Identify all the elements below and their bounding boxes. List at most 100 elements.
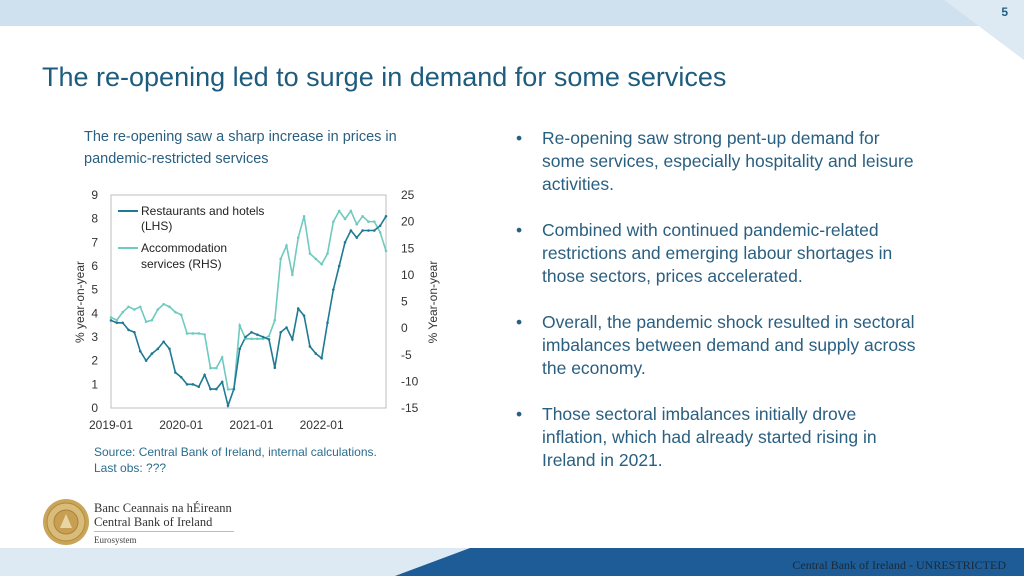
bullet-text: Those sectoral imbalances initially drov…	[542, 404, 877, 470]
accommodation-point	[320, 262, 323, 266]
restaurants-point	[302, 314, 306, 317]
restaurants-point	[138, 349, 142, 353]
accommodation-point	[314, 257, 318, 261]
restaurants-point	[179, 375, 183, 379]
restaurants-point	[238, 347, 242, 351]
accommodation-point	[174, 310, 177, 314]
accommodation-point	[308, 252, 312, 255]
accommodation-point	[138, 305, 142, 309]
bullet-text: Overall, the pandemic shock resulted in …	[542, 312, 916, 378]
restaurants-point	[191, 383, 195, 386]
accommodation-point	[238, 324, 242, 327]
accommodation-point	[168, 305, 171, 309]
restaurants-point	[121, 321, 125, 325]
plot-area	[110, 194, 387, 409]
accommodation-point	[291, 273, 294, 277]
restaurants-point	[162, 340, 165, 344]
accommodation-point	[220, 356, 224, 359]
accommodation-point	[121, 310, 125, 314]
logo-divider	[94, 531, 234, 532]
restaurants-point	[337, 264, 341, 268]
accommodation-point	[215, 366, 218, 370]
restaurants-point	[250, 330, 253, 334]
page-title: The re-opening led to surge in demand fo…	[42, 62, 727, 92]
restaurants-point	[355, 236, 359, 239]
x-tick-label: 2019-01	[89, 418, 133, 432]
y-left-axis-label: % year-on-year	[73, 261, 87, 343]
restaurants-point	[308, 345, 312, 348]
bullet-text: Re-opening saw strong pent-up demand for…	[542, 128, 914, 194]
bullet-item: • Combined with continued pandemic-relate…	[512, 219, 922, 288]
bullet-icon: •	[516, 220, 523, 240]
accommodation-point	[250, 337, 253, 341]
y-left-tick-label: 9	[91, 188, 98, 202]
logo-irish-name: Banc Ceannais na hÉireann	[94, 501, 232, 515]
y-left-tick-label: 3	[91, 330, 98, 344]
restaurants-point	[361, 229, 364, 232]
legend-label-restaurants-2: (LHS)	[141, 219, 172, 233]
y-right-tick-label: -5	[401, 348, 412, 362]
restaurants-point	[261, 335, 265, 339]
restaurants-point	[326, 321, 329, 325]
restaurants-point	[255, 333, 259, 336]
slide-number: 5	[1001, 5, 1008, 19]
x-tick-label: 2022-01	[300, 418, 344, 432]
y-left-tick-label: 4	[91, 306, 98, 320]
accommodation-point	[343, 217, 347, 221]
accommodation-point	[378, 230, 382, 234]
y-left-tick-label: 5	[91, 283, 98, 297]
restaurants-point	[156, 347, 160, 351]
y-right-tick-label: 5	[401, 295, 408, 309]
restaurants-point	[343, 241, 347, 244]
restaurants-point	[168, 347, 171, 351]
accommodation-point	[144, 320, 148, 324]
y-right-tick-label: 25	[401, 188, 415, 202]
accommodation-point	[156, 308, 160, 311]
restaurants-point	[115, 321, 119, 325]
accommodation-point	[197, 332, 201, 335]
corner-decoration	[944, 0, 1024, 60]
bullet-item: • Re-opening saw strong pent-up demand fo…	[512, 127, 922, 196]
accommodation-point	[203, 333, 206, 336]
y-left-tick-label: 1	[91, 377, 98, 391]
accommodation-point	[355, 222, 359, 226]
bullet-icon: •	[516, 128, 523, 148]
legend-label-restaurants-1: Restaurants and hotels	[141, 204, 264, 218]
restaurants-point	[296, 307, 300, 310]
bullet-item: • Those sectoral imbalances initially dro…	[512, 403, 922, 472]
y-left-tick-label: 0	[91, 401, 98, 415]
y-right-tick-label: -15	[401, 401, 419, 415]
accommodation-point	[162, 302, 165, 306]
bullet-text: Combined with continued pandemic-related…	[542, 220, 893, 286]
central-bank-logo-icon	[43, 499, 89, 545]
x-tick-label: 2020-01	[159, 418, 203, 432]
accommodation-point	[179, 313, 183, 317]
accommodation-point	[367, 220, 370, 223]
accommodation-point	[273, 318, 277, 322]
bullet-icon: •	[516, 404, 523, 424]
line-chart: 0 1 2 3 4 5 6 7 8 9 -15 -10 -5 0 5 10 15 20 25 2019-01 202…	[73, 188, 440, 432]
restaurants-point	[226, 404, 230, 407]
accommodation-point	[209, 366, 212, 370]
y-right-tick-label: 0	[401, 321, 408, 335]
restaurants-point	[144, 359, 148, 362]
restaurants-point	[215, 387, 218, 391]
legend: Restaurants and hotels (LHS) Accommodati…	[118, 204, 264, 271]
y-right-tick-label: 10	[401, 268, 415, 282]
y-right-tick-label: 15	[401, 241, 415, 255]
accommodation-point	[326, 252, 329, 255]
restaurants-point	[244, 335, 247, 339]
accommodation-point	[191, 332, 195, 335]
restaurants-point	[150, 352, 154, 355]
accommodation-point	[332, 220, 335, 223]
y-right-axis-label: % Year-on-year	[426, 261, 440, 344]
accommodation-point	[133, 308, 136, 311]
accommodation-point	[372, 220, 376, 223]
restaurants-point	[285, 326, 288, 329]
bullet-icon: •	[516, 312, 523, 332]
restaurants-point	[185, 383, 189, 386]
restaurants-point	[174, 371, 177, 374]
accommodation-point	[279, 257, 282, 261]
restaurants-point	[209, 387, 212, 391]
x-tick-label: 2021-01	[229, 418, 273, 432]
